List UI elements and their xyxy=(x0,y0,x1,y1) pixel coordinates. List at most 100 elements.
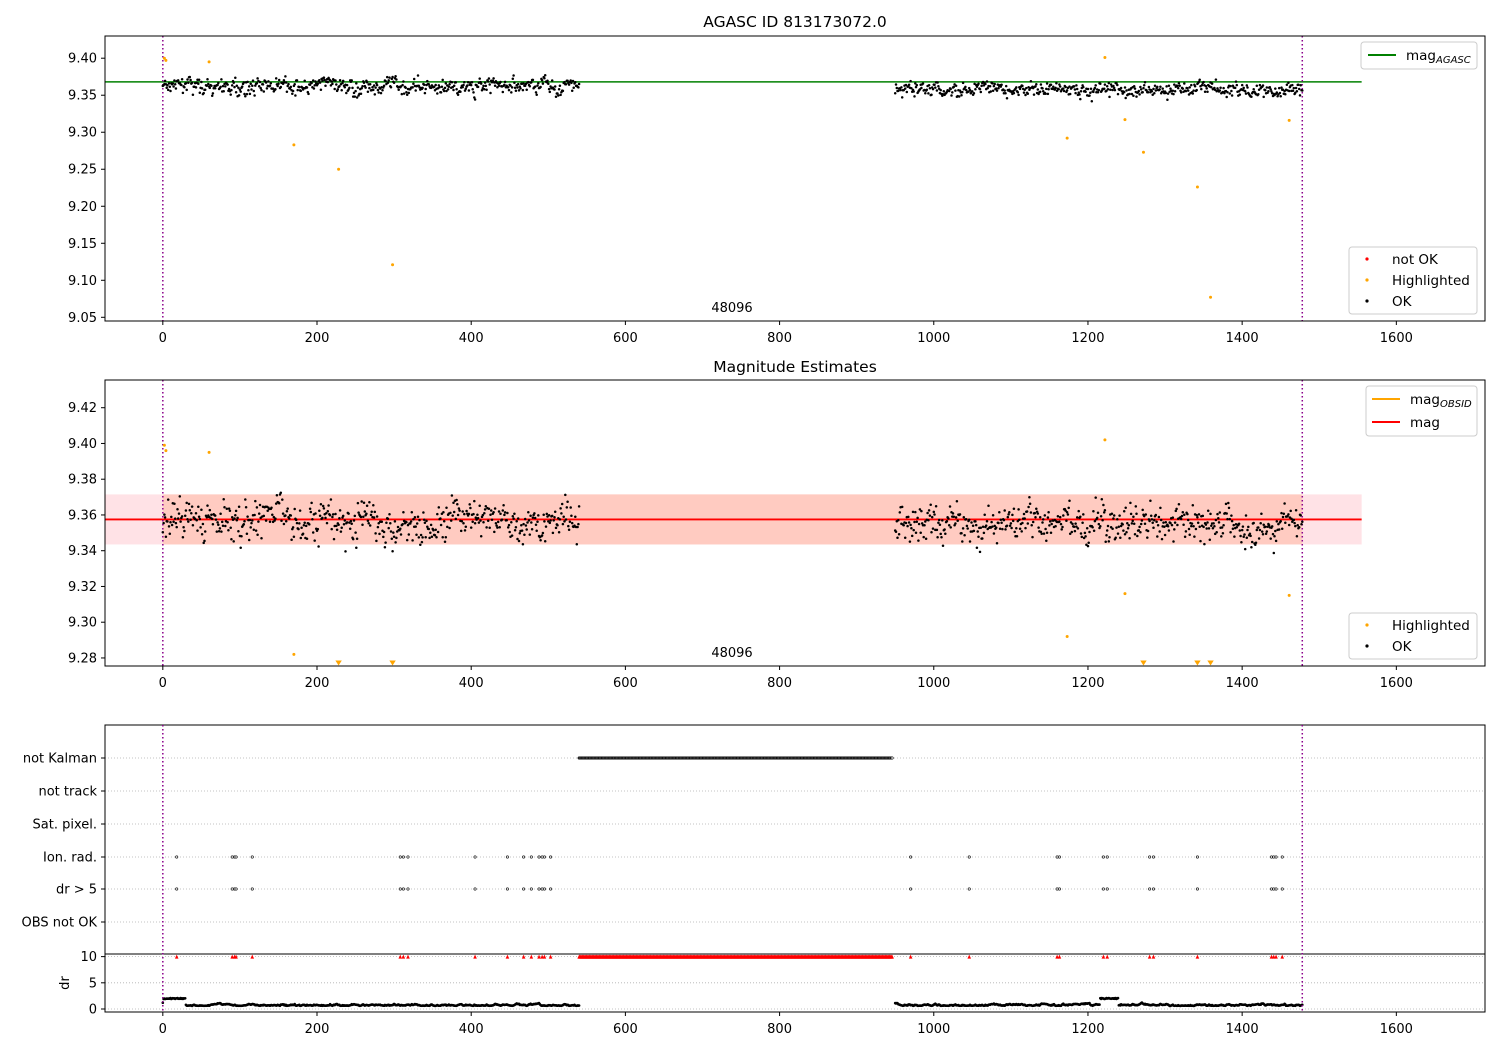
ok-point xyxy=(1156,523,1160,527)
ok-point xyxy=(954,89,957,92)
dr-clipped-marker xyxy=(521,954,526,959)
ok-point xyxy=(463,512,466,516)
ok-point xyxy=(961,540,964,543)
ok-point xyxy=(569,506,572,509)
ok-point xyxy=(237,94,241,97)
highlighted-point xyxy=(1065,635,1069,639)
ok-point xyxy=(446,88,450,91)
x-tick-label: 1000 xyxy=(917,331,950,346)
ok-point xyxy=(472,512,475,516)
clipped-point-marker xyxy=(1194,660,1201,666)
ok-point xyxy=(1130,522,1134,525)
ok-point xyxy=(392,81,396,84)
ok-point xyxy=(499,512,502,515)
ok-point xyxy=(1122,529,1125,532)
dr-clipped-marker xyxy=(542,954,547,959)
ok-point xyxy=(546,79,549,83)
ok-point xyxy=(499,80,502,84)
ok-point xyxy=(559,93,562,97)
ok-point xyxy=(457,507,461,510)
ok-point xyxy=(1177,502,1181,506)
ok-point xyxy=(353,514,357,518)
flag-point xyxy=(1195,855,1199,859)
flag-point xyxy=(1105,887,1109,891)
ok-point xyxy=(1048,520,1052,523)
ok-point xyxy=(1113,88,1117,92)
ok-point xyxy=(443,86,447,90)
ok-point xyxy=(1176,523,1179,527)
ok-point xyxy=(497,510,501,513)
x-tick-label: 1200 xyxy=(1071,1022,1104,1037)
ok-point xyxy=(954,84,958,87)
flag-point xyxy=(967,855,971,859)
ok-point xyxy=(318,78,321,82)
ok-point xyxy=(424,87,427,91)
ok-point xyxy=(364,86,367,89)
highlighted-point xyxy=(207,450,211,454)
ok-point xyxy=(182,525,185,529)
ok-point xyxy=(291,92,294,96)
ok-point xyxy=(282,522,286,526)
ok-point xyxy=(186,78,189,81)
ok-point xyxy=(1209,512,1212,516)
ok-point xyxy=(296,88,299,92)
legend-label-mag: mag xyxy=(1410,415,1440,431)
ok-point xyxy=(1139,88,1143,91)
ok-point xyxy=(1159,85,1162,88)
ok-point xyxy=(572,86,575,90)
ok-point xyxy=(991,513,995,517)
ok-point xyxy=(235,84,239,87)
ok-point xyxy=(1228,92,1232,95)
ok-point xyxy=(473,499,476,503)
ok-point xyxy=(1084,535,1087,538)
ok-point xyxy=(1092,510,1095,513)
ok-point xyxy=(933,513,936,516)
ok-point xyxy=(1105,529,1109,532)
flag-point xyxy=(1148,855,1152,859)
ok-point xyxy=(547,82,550,85)
ok-point xyxy=(172,85,175,88)
ok-point xyxy=(976,530,979,533)
ok-point xyxy=(429,523,433,527)
panel-agasc-x-axis: 0 200 400 600 800 1000 1200 1400 1600 xyxy=(159,321,1413,346)
ok-point xyxy=(161,530,165,534)
ok-point xyxy=(1004,84,1008,88)
ok-point xyxy=(975,546,979,550)
ok-point xyxy=(373,510,377,514)
flag-point xyxy=(1280,855,1284,859)
ok-point xyxy=(943,528,946,531)
ok-point xyxy=(566,79,569,82)
ok-point xyxy=(1116,517,1119,521)
ok-point xyxy=(1291,83,1294,87)
ok-point xyxy=(269,82,273,85)
ok-point xyxy=(1111,527,1114,530)
ok-point xyxy=(909,523,912,527)
ok-point xyxy=(894,83,898,86)
flag-point xyxy=(175,855,179,859)
ok-point xyxy=(1139,85,1142,89)
ok-point xyxy=(200,508,203,511)
ok-point xyxy=(903,87,907,90)
ok-point xyxy=(1122,510,1126,513)
ok-point xyxy=(547,514,551,517)
ok-point xyxy=(936,535,939,539)
panel-estimates: Magnitude Estimates 48096 0 200 400 600 800 1… xyxy=(68,358,1486,691)
ok-point xyxy=(469,83,473,87)
ok-point xyxy=(361,84,364,88)
ok-point xyxy=(991,525,994,528)
ok-point xyxy=(577,86,580,89)
ok-point xyxy=(252,528,256,531)
ok-point xyxy=(1146,529,1150,533)
ok-point xyxy=(261,83,265,86)
ok-point xyxy=(384,79,387,83)
ok-point xyxy=(935,89,939,92)
ok-point xyxy=(1012,507,1016,511)
ok-point xyxy=(498,526,501,529)
ok-point xyxy=(248,92,252,96)
ok-point xyxy=(1082,85,1085,89)
ok-point xyxy=(937,518,941,522)
ok-point xyxy=(517,539,521,543)
ok-point xyxy=(542,513,545,516)
ok-point xyxy=(286,84,289,88)
ok-point xyxy=(1255,84,1259,87)
